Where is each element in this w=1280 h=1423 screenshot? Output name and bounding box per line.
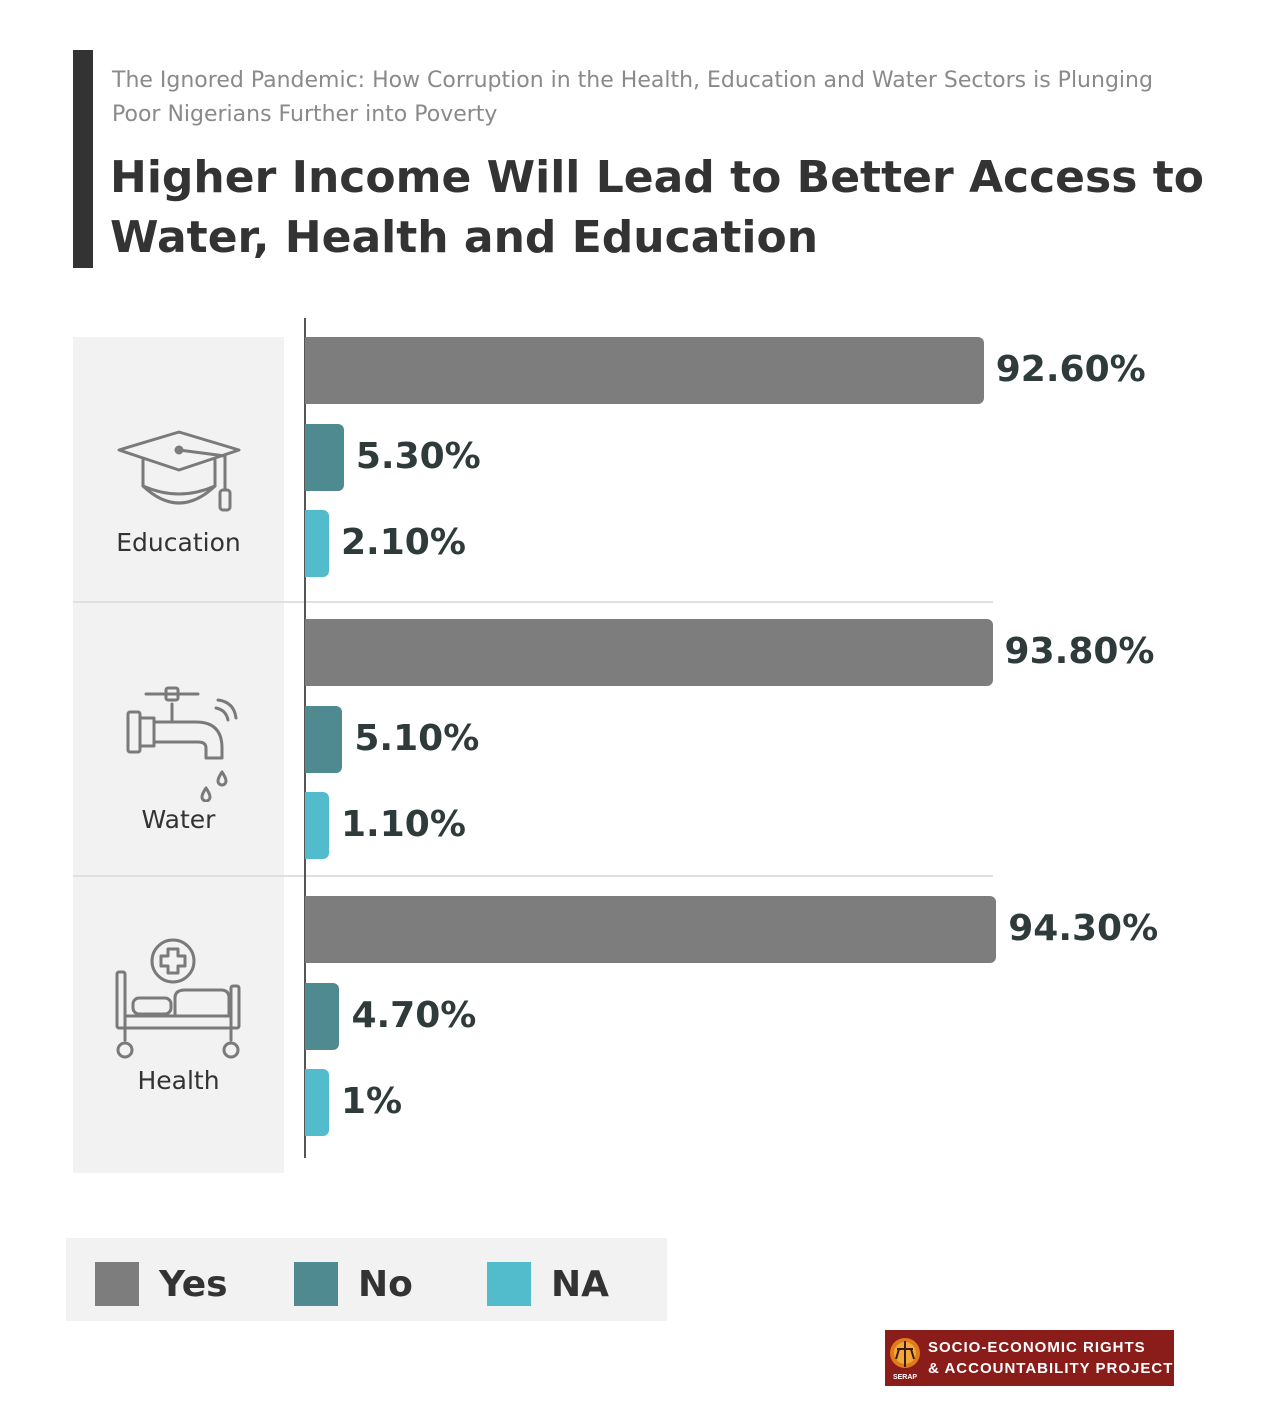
- legend-item-no: No: [294, 1262, 413, 1306]
- legend-item-na: NA: [487, 1262, 609, 1306]
- bar-health-na: [305, 1069, 329, 1136]
- logo-line-2: & ACCOUNTABILITY PROJECT: [928, 1360, 1174, 1377]
- serap-logo-text: SOCIO-ECONOMIC RIGHTS & ACCOUNTABILITY P…: [928, 1337, 1173, 1379]
- serap-logo: SERAP SOCIO-ECONOMIC RIGHTS & ACCOUNTABI…: [885, 1330, 1174, 1386]
- category-label-health: Health: [137, 1066, 220, 1095]
- chart-subtitle: The Ignored Pandemic: How Corruption in …: [112, 68, 1153, 127]
- serap-emblem-text: SERAP: [893, 1374, 917, 1381]
- bar-water-na: [305, 792, 329, 859]
- bar-value-label: 94.30%: [1008, 907, 1159, 949]
- bar-education-yes: [305, 337, 984, 404]
- bar-value-label: 2.10%: [341, 521, 466, 563]
- category-divider: [73, 601, 993, 603]
- serap-emblem-icon: SERAP: [890, 1338, 920, 1381]
- legend-label-na: NA: [551, 1263, 609, 1305]
- bar-value-label: 93.80%: [1004, 630, 1155, 672]
- bar-value-label: 92.60%: [995, 348, 1146, 390]
- bar-value-label: 1.10%: [341, 803, 466, 845]
- bar-value-label: 4.70%: [351, 994, 477, 1036]
- legend-label-no: No: [358, 1263, 413, 1305]
- category-label-education: Education: [116, 528, 241, 557]
- bar-water-no: [305, 706, 343, 773]
- title-accent-bar: [73, 50, 93, 268]
- graduation-cap-icon: [117, 430, 241, 512]
- water-tap-icon: [126, 686, 238, 802]
- bar-education-no: [305, 424, 344, 491]
- bar-health-no: [305, 983, 340, 1050]
- bar-health-yes: [305, 896, 997, 963]
- bar-value-label: 5.30%: [355, 435, 481, 477]
- legend: [66, 1238, 667, 1321]
- bar-education-na: [305, 510, 329, 577]
- legend-swatch-na: [487, 1262, 531, 1306]
- bar-value-label: 5.10%: [354, 717, 480, 759]
- legend-label-yes: Yes: [159, 1263, 228, 1305]
- chart-title: Higher Income Will Lead to Better Access…: [110, 152, 1204, 263]
- bar-water-yes: [305, 619, 993, 686]
- legend-swatch-no: [294, 1262, 338, 1306]
- bar-value-label: 1%: [341, 1080, 403, 1122]
- category-panel: [73, 337, 284, 1173]
- category-divider: [73, 875, 993, 877]
- logo-line-1: SOCIO-ECONOMIC RIGHTS: [928, 1339, 1146, 1356]
- legend-item-yes: Yes: [95, 1262, 228, 1306]
- category-label-water: Water: [141, 805, 216, 834]
- hospital-bed-icon: [115, 938, 241, 1059]
- legend-swatch-yes: [95, 1262, 139, 1306]
